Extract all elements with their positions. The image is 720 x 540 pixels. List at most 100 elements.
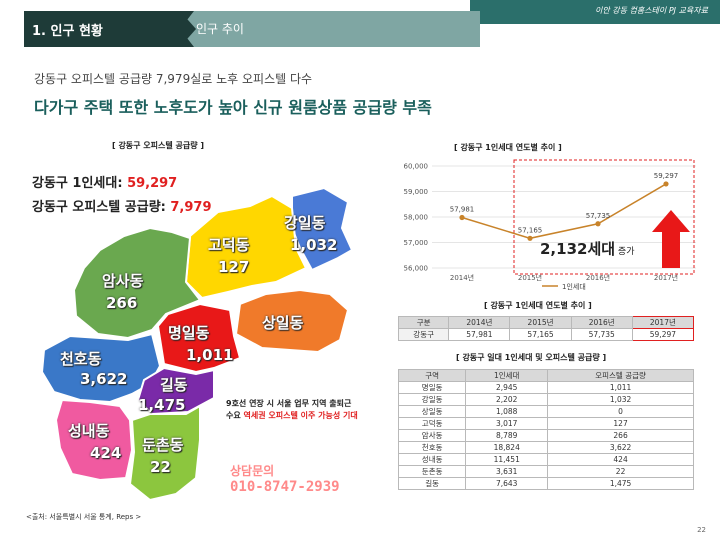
td-district: 고덕동 bbox=[397, 417, 467, 430]
td-district: 명일동 bbox=[397, 381, 467, 394]
y-tick-label: 60,000 bbox=[404, 163, 429, 171]
highlight-box bbox=[513, 159, 695, 275]
section-tab: 1. 인구 현황 bbox=[24, 11, 194, 47]
td-region: 강동구 bbox=[397, 328, 450, 341]
table-row: 둔촌동 3,631 22 bbox=[397, 465, 694, 478]
label-cheonho: 천호동 bbox=[60, 350, 102, 368]
label-myeongil: 명일동 bbox=[168, 324, 210, 342]
chart-caption: [ 강동구 1인세대 연도별 추이 ] bbox=[454, 143, 562, 152]
td-2017: 59,297 bbox=[631, 328, 695, 341]
value-cheonho: 3,622 bbox=[80, 370, 128, 388]
th-officetel-supply: 오피스텔 공급량 bbox=[547, 369, 694, 382]
table-header-row: 구역 1인세대 오피스텔 공급량 bbox=[397, 369, 694, 382]
td-single-households: 2,202 bbox=[465, 393, 549, 406]
td-single-households: 3,631 bbox=[465, 465, 549, 478]
district-myeongil bbox=[156, 302, 242, 374]
data-label: 57,981 bbox=[450, 205, 475, 213]
td-district: 상일동 bbox=[397, 405, 467, 418]
brand-text: 이안 강동 컴홈스테이 PJ 교육자료 bbox=[594, 6, 708, 15]
x-tick-label: 2014년 bbox=[450, 273, 474, 282]
label-seongnae: 성내동 bbox=[68, 422, 110, 440]
chart-x-ticks: 2014년 2015년 2016년 2017년 bbox=[450, 273, 678, 282]
note-line2-pre: 수요 bbox=[226, 411, 244, 420]
increase-suffix: 증가 bbox=[615, 247, 635, 257]
td-officetel-supply: 424 bbox=[547, 453, 694, 466]
data-label: 57,735 bbox=[586, 212, 611, 220]
td-single-households: 18,824 bbox=[465, 441, 549, 454]
value-dunchon: 22 bbox=[150, 458, 171, 476]
contact-phone: 010-8747-2939 bbox=[230, 479, 340, 495]
td-district: 암사동 bbox=[397, 429, 467, 442]
chart-point-labels: 57,981 57,165 57,735 59,297 bbox=[450, 172, 679, 234]
data-label: 57,165 bbox=[518, 226, 543, 234]
district-amsa bbox=[72, 226, 202, 340]
table-header-row: 구분 2014년 2015년 2016년 2017년 bbox=[397, 316, 695, 329]
legend-label: 1인세대 bbox=[562, 282, 586, 290]
data-point bbox=[595, 221, 601, 227]
x-tick-label: 2015년 bbox=[518, 273, 542, 282]
value-gangil: 1,032 bbox=[290, 236, 338, 254]
header-accent bbox=[470, 0, 720, 24]
chart-legend: 1인세대 bbox=[542, 282, 586, 290]
th-district: 구역 bbox=[397, 369, 467, 382]
chart-y-ticks: 56,000 57,000 58,000 59,000 60,000 bbox=[404, 163, 429, 273]
td-officetel-supply: 3,622 bbox=[547, 441, 694, 454]
td-officetel-supply: 0 bbox=[547, 405, 694, 418]
td-2016: 57,735 bbox=[570, 328, 633, 341]
table-row: 길동 7,643 1,475 bbox=[397, 477, 694, 490]
increase-arrow-icon bbox=[652, 210, 690, 268]
label-gangil: 강일동 bbox=[284, 214, 326, 232]
td-officetel-supply: 1,011 bbox=[547, 381, 694, 394]
table-row: 고덕동 3,017 127 bbox=[397, 417, 694, 430]
data-point bbox=[663, 181, 669, 187]
th-2017: 2017년 bbox=[631, 316, 695, 329]
td-single-households: 3,017 bbox=[465, 417, 549, 430]
increase-callout: 2,132세대 증가 bbox=[540, 238, 634, 259]
source-note: <출처: 서울특별시 서울 통계, Reps > bbox=[26, 513, 142, 521]
td-single-households: 11,451 bbox=[465, 453, 549, 466]
th-2016: 2016년 bbox=[570, 316, 633, 329]
x-tick-label: 2016년 bbox=[586, 273, 610, 282]
y-tick-label: 59,000 bbox=[404, 188, 429, 196]
increase-value: 2,132세대 bbox=[540, 240, 616, 258]
subtitle: 강동구 오피스텔 공급량 7,979실로 노후 오피스텔 다수 bbox=[34, 72, 313, 86]
value-godeok: 127 bbox=[218, 258, 250, 276]
td-district: 둔촌동 bbox=[397, 465, 467, 478]
headline: 다가구 주택 또한 노후도가 높아 신규 원룸상품 공급량 부족 bbox=[34, 98, 432, 117]
table1-caption: [ 강동구 1인세대 연도별 추이 ] bbox=[484, 301, 592, 310]
contact-label: 상담문의 bbox=[230, 464, 275, 478]
contact-block: 상담문의 010-8747-2939 bbox=[230, 462, 340, 495]
th-category: 구분 bbox=[397, 316, 450, 329]
stat-single-households: 강동구 1인세대: 59,297 bbox=[32, 172, 177, 191]
y-tick-label: 57,000 bbox=[404, 239, 429, 247]
td-single-households: 1,088 bbox=[465, 405, 549, 418]
line-chart: 56,000 57,000 58,000 59,000 60,000 2014년 2015… bbox=[404, 159, 696, 290]
table-districts: 구역 1인세대 오피스텔 공급량 명일동 2,945 1,011 강일동 2,202 1,… bbox=[397, 369, 694, 490]
td-officetel-supply: 266 bbox=[547, 429, 694, 442]
table-row: 암사동 8,789 266 bbox=[397, 429, 694, 442]
value-amsa: 266 bbox=[106, 294, 138, 312]
data-point bbox=[527, 235, 533, 241]
district-sangil bbox=[234, 288, 350, 354]
y-tick-label: 58,000 bbox=[404, 214, 429, 222]
data-point bbox=[459, 214, 465, 221]
chart-grid bbox=[432, 165, 696, 269]
label-dunchon: 둔촌동 bbox=[142, 436, 184, 454]
th-single-households: 1인세대 bbox=[465, 369, 549, 382]
label-amsa: 암사동 bbox=[102, 272, 144, 290]
td-officetel-supply: 127 bbox=[547, 417, 694, 430]
td-officetel-supply: 1,032 bbox=[547, 393, 694, 406]
td-single-households: 8,789 bbox=[465, 429, 549, 442]
stat1-label: 강동구 1인세대: bbox=[32, 176, 128, 191]
sub-tab: 인구 추이 bbox=[180, 11, 480, 47]
td-single-households: 7,643 bbox=[465, 477, 549, 490]
value-myeongil: 1,011 bbox=[186, 346, 234, 364]
data-label: 59,297 bbox=[654, 172, 679, 180]
district-seongnae bbox=[54, 398, 134, 482]
th-2014: 2014년 bbox=[448, 316, 511, 329]
table-yearly: 구분 2014년 2015년 2016년 2017년 강동구 57,981 57… bbox=[397, 316, 695, 341]
district-gil bbox=[136, 366, 215, 416]
table-row: 명일동 2,945 1,011 bbox=[397, 381, 694, 394]
td-district: 성내동 bbox=[397, 453, 467, 466]
table-row: 강동구 57,981 57,165 57,735 59,297 bbox=[397, 328, 695, 341]
